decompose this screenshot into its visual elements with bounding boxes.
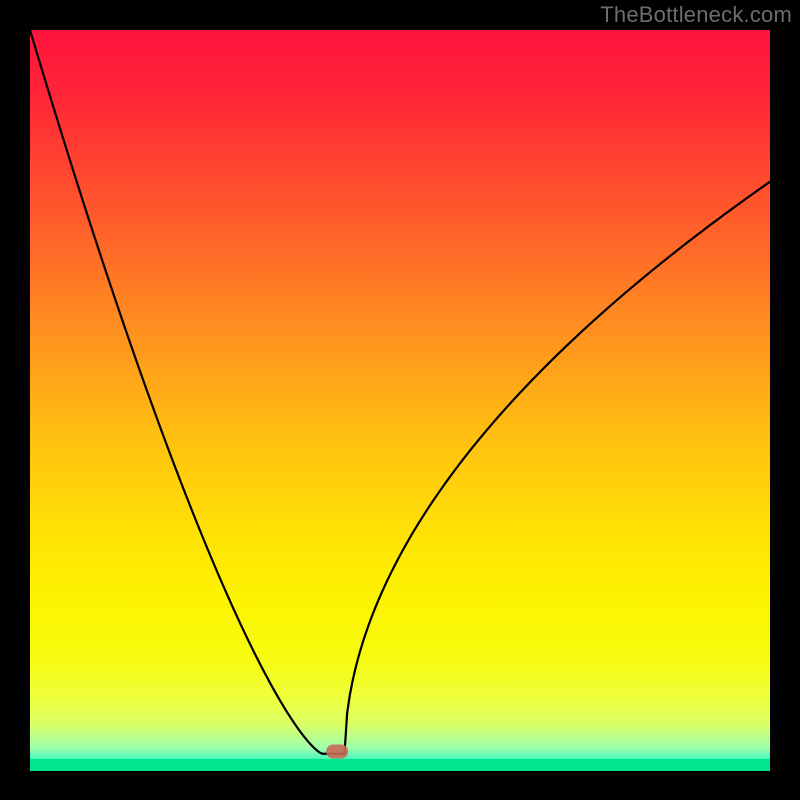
bottleneck-chart [0,0,800,800]
watermark-text: TheBottleneck.com [600,2,792,28]
chart-container: TheBottleneck.com [0,0,800,800]
